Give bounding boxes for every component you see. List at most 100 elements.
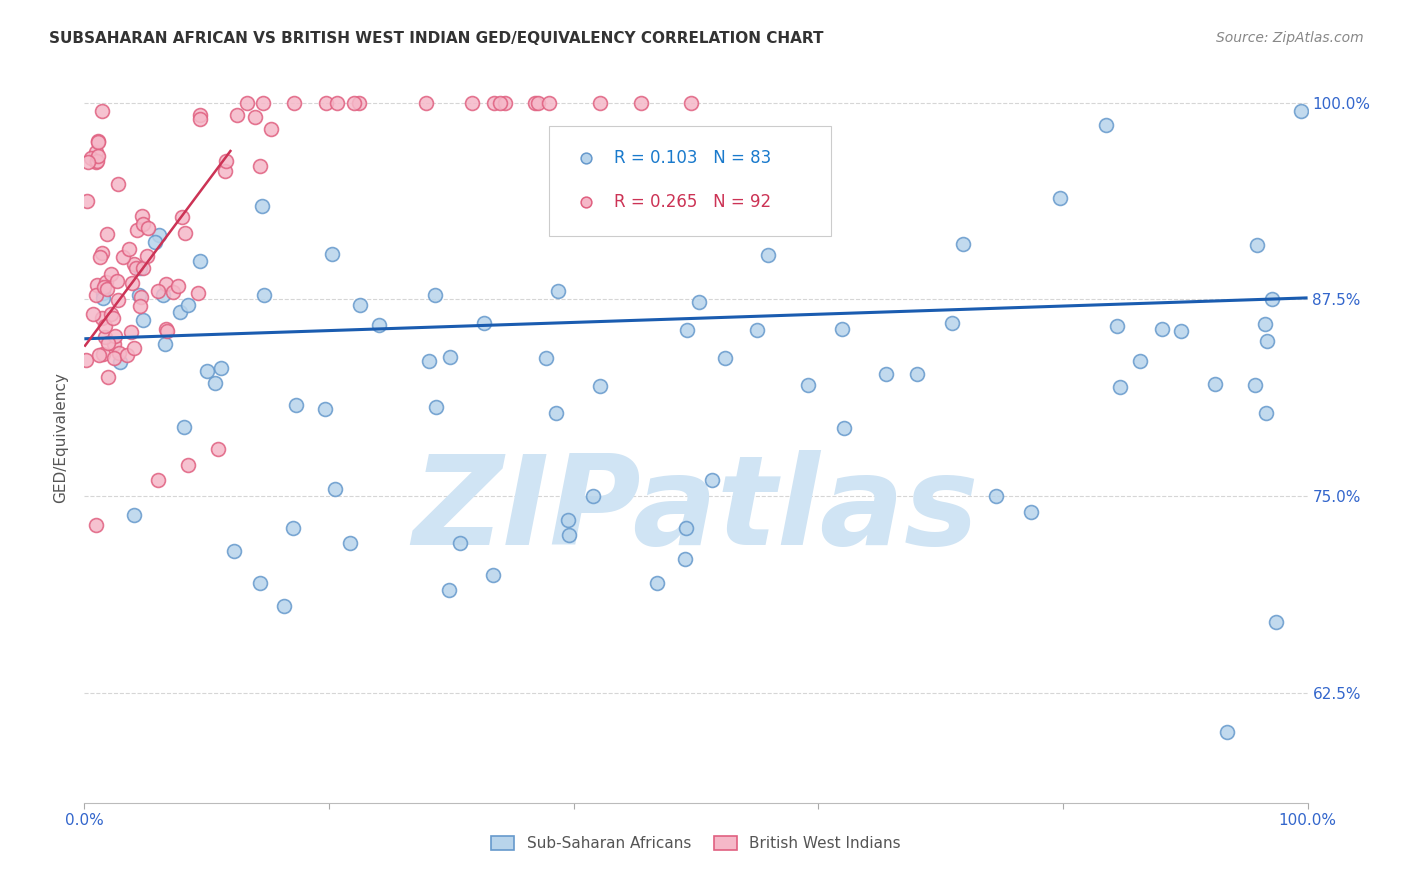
Point — [1129, 354, 1152, 368]
Point — [93, 280, 115, 294]
Point — [1107, 318, 1129, 333]
Point — [1256, 406, 1278, 420]
Point — [675, 520, 697, 534]
Point — [132, 260, 155, 275]
Point — [86, 517, 108, 532]
Point — [128, 261, 150, 276]
Point — [152, 287, 174, 301]
Point — [321, 247, 343, 261]
Y-axis label: GED/Equivalency: GED/Equivalency — [53, 372, 69, 502]
Point — [273, 599, 295, 614]
Point — [1261, 292, 1284, 306]
Point — [315, 95, 337, 110]
Point — [108, 346, 131, 360]
Point — [439, 350, 461, 364]
Point — [79, 151, 101, 165]
Point — [630, 95, 652, 110]
Point — [1094, 118, 1116, 132]
Point — [425, 401, 447, 415]
Point — [128, 288, 150, 302]
Point — [1108, 380, 1130, 394]
Point — [100, 267, 122, 281]
Point — [1049, 192, 1071, 206]
Point — [146, 285, 169, 299]
Legend: Sub-Saharan Africans, British West Indians: Sub-Saharan Africans, British West India… — [485, 830, 907, 857]
Point — [243, 110, 266, 124]
Point — [482, 95, 505, 110]
Point — [1265, 615, 1288, 629]
Point — [875, 367, 897, 381]
Point — [136, 221, 159, 235]
Point — [250, 199, 273, 213]
Point — [87, 135, 110, 149]
Point — [84, 155, 107, 169]
Point — [162, 285, 184, 299]
Point — [547, 284, 569, 298]
Point — [1204, 377, 1226, 392]
Point — [343, 95, 366, 110]
Point — [645, 575, 668, 590]
Point — [124, 341, 146, 355]
Point — [91, 286, 114, 301]
Point — [86, 277, 108, 292]
Point — [575, 281, 598, 295]
Point — [131, 209, 153, 223]
Point — [97, 370, 120, 384]
Point — [89, 250, 111, 264]
Point — [117, 348, 139, 362]
Point — [118, 242, 141, 256]
Point — [544, 406, 567, 420]
Point — [122, 257, 145, 271]
Text: R = 0.103   N = 83: R = 0.103 N = 83 — [614, 149, 772, 167]
Point — [131, 313, 153, 327]
Point — [177, 298, 200, 312]
Point — [207, 442, 229, 456]
Point — [557, 528, 579, 542]
Point — [1254, 318, 1277, 332]
Point — [673, 552, 696, 566]
Point — [86, 153, 108, 168]
Point — [418, 354, 440, 368]
Point — [148, 228, 170, 243]
Point — [952, 236, 974, 251]
Point — [260, 122, 283, 136]
Point — [146, 473, 169, 487]
Point — [97, 335, 120, 350]
Point — [415, 95, 437, 110]
Point — [107, 177, 129, 191]
Point — [190, 254, 212, 268]
Point — [349, 297, 371, 311]
Point — [758, 248, 780, 262]
Point — [339, 536, 361, 550]
Point — [688, 295, 710, 310]
Point — [747, 323, 769, 337]
Point — [986, 489, 1008, 503]
Point — [249, 575, 271, 590]
Point — [169, 305, 191, 319]
Point — [91, 246, 114, 260]
Point — [91, 347, 114, 361]
Point — [96, 282, 118, 296]
Point — [100, 307, 122, 321]
Point — [125, 223, 148, 237]
Point — [103, 351, 125, 366]
Point — [121, 276, 143, 290]
Point — [96, 227, 118, 241]
Point — [84, 287, 107, 301]
Point — [249, 160, 271, 174]
Point — [423, 288, 446, 302]
Point — [188, 112, 211, 126]
Point — [941, 316, 963, 330]
Point — [589, 95, 612, 110]
Point — [112, 250, 135, 264]
Text: SUBSAHARAN AFRICAN VS BRITISH WEST INDIAN GED/EQUIVALENCY CORRELATION CHART: SUBSAHARAN AFRICAN VS BRITISH WEST INDIA… — [49, 31, 824, 46]
Point — [527, 95, 550, 110]
Point — [209, 360, 232, 375]
Point — [481, 567, 503, 582]
Point — [524, 95, 547, 110]
Point — [1019, 505, 1042, 519]
Point — [96, 275, 118, 289]
Point — [75, 353, 97, 368]
Point — [236, 95, 259, 110]
Point — [155, 322, 177, 336]
